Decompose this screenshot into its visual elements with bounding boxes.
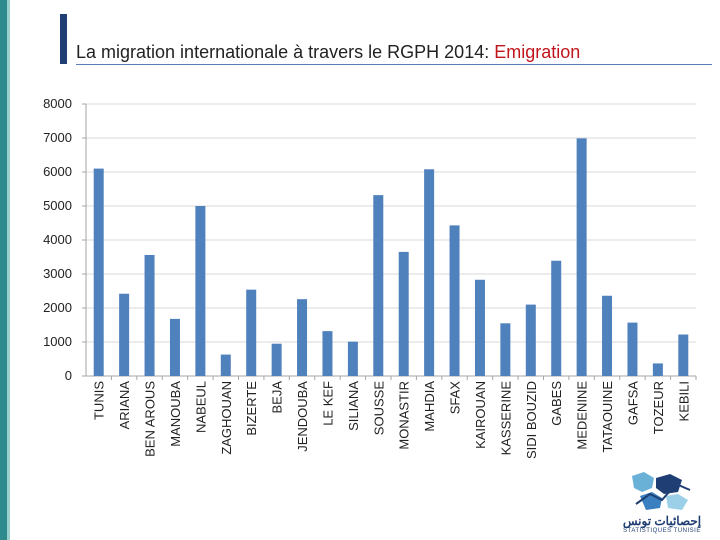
slide-title: La migration internationale à travers le…	[76, 42, 580, 63]
y-tick-label: 8000	[43, 96, 72, 111]
bar-tunis	[93, 168, 104, 376]
bar-sousse	[373, 195, 384, 376]
bar-gafsa	[627, 322, 638, 376]
logo-subtitle: STATISTIQUES TUNISIE	[623, 528, 701, 534]
x-tick-label: TATAOUINE	[600, 381, 615, 453]
bar-manouba	[169, 318, 180, 376]
x-tick-label: ARIANA	[117, 381, 132, 430]
bar-le-kef	[322, 331, 333, 376]
title-accent: Emigration	[494, 42, 581, 62]
bar-kasserine	[500, 323, 511, 376]
x-tick-label: KEBILI	[676, 381, 691, 421]
title-main: La migration internationale à travers le…	[76, 42, 495, 62]
x-tick-label: BEN AROUS	[143, 381, 158, 457]
statistiques-tunisie-logo	[632, 472, 691, 510]
bar-siliana	[347, 341, 358, 376]
y-tick-label: 3000	[43, 266, 72, 281]
bar-kebili	[678, 334, 689, 376]
x-tick-label: SFAX	[448, 381, 463, 415]
bar-tataouine	[602, 295, 613, 376]
bar-bizerte	[246, 289, 257, 376]
bar-ariana	[119, 293, 130, 376]
x-tick-label: KASSERINE	[498, 381, 513, 456]
bar-nabeul	[195, 206, 206, 376]
bar-mahdia	[424, 169, 435, 376]
y-tick-label: 2000	[43, 300, 72, 315]
bar-jendouba	[297, 299, 308, 376]
x-tick-label: LE KEF	[320, 381, 335, 426]
x-tick-label: KAIROUAN	[473, 381, 488, 449]
bar-gabes	[551, 260, 562, 376]
x-tick-label: SILIANA	[346, 381, 361, 431]
bar-tozeur	[652, 363, 663, 376]
x-tick-label: JENDOUBA	[295, 381, 310, 452]
y-tick-label: 7000	[43, 130, 72, 145]
x-tick-label: BEJA	[270, 381, 285, 414]
title-marker	[60, 14, 67, 64]
bar-monastir	[398, 251, 409, 376]
logo-name: إحصائيات تونس	[622, 514, 702, 528]
y-tick-label: 4000	[43, 232, 72, 247]
x-tick-label: TUNIS	[92, 381, 107, 420]
x-tick-label: MAHDIA	[422, 381, 437, 432]
x-tick-label: SIDI BOUZID	[524, 381, 539, 459]
x-tick-label: SOUSSE	[371, 381, 386, 436]
bar-medenine	[576, 138, 587, 376]
bar-sidi-bouzid	[525, 304, 536, 376]
y-tick-label: 6000	[43, 164, 72, 179]
left-accent-bar-light	[7, 0, 10, 540]
y-tick-label: 0	[65, 368, 72, 383]
x-tick-label: MONASTIR	[397, 381, 412, 450]
bar-sfax	[449, 225, 460, 376]
bar-zaghouan	[220, 354, 231, 376]
bar-beja	[271, 343, 282, 376]
bar-ben-arous	[144, 254, 155, 376]
y-tick-label: 1000	[43, 334, 72, 349]
title-underline	[76, 64, 712, 65]
x-tick-label: GABES	[549, 381, 564, 426]
x-tick-label: MEDENINE	[575, 381, 590, 450]
x-tick-label: MANOUBA	[168, 381, 183, 447]
bar-kairouan	[474, 279, 485, 376]
x-tick-label: NABEUL	[193, 381, 208, 433]
x-tick-label: ZAGHOUAN	[219, 381, 234, 455]
x-tick-label: TOZEUR	[651, 381, 666, 434]
left-accent-bar	[0, 0, 7, 540]
x-tick-label: GAFSA	[625, 381, 640, 425]
y-tick-label: 5000	[43, 198, 72, 213]
x-tick-label: BIZERTE	[244, 381, 259, 436]
